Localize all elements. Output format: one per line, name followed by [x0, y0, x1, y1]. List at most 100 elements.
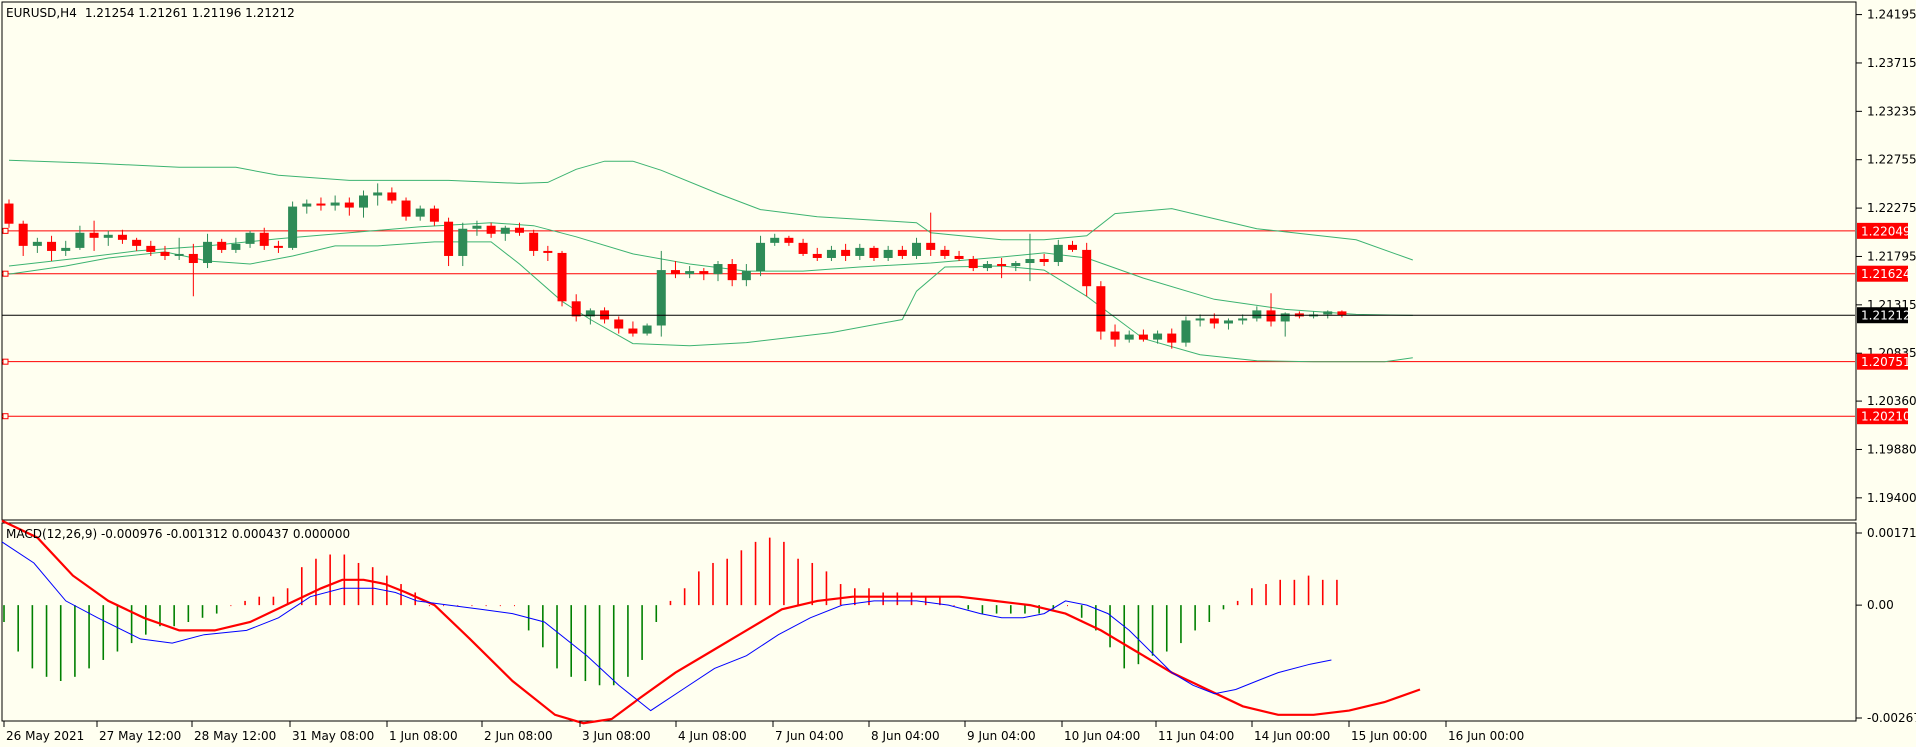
- candle-body: [1195, 318, 1205, 321]
- candle-body: [1266, 310, 1276, 322]
- candle-body: [1082, 249, 1092, 287]
- macd-axis-label: -0.002676: [1867, 711, 1916, 725]
- candle-body: [982, 264, 992, 269]
- candle-body: [401, 200, 411, 217]
- price-axis-label: 1.20360: [1867, 394, 1916, 408]
- candle-body: [926, 242, 936, 250]
- level-anchor-marker: [2, 270, 9, 277]
- candle-body: [543, 250, 553, 253]
- current-price-tag-label: 1.21212: [1861, 309, 1911, 323]
- candle-body: [259, 232, 269, 246]
- price-panel[interactable]: EURUSD,H4 1.21254 1.21261 1.21196 1.21212: [1, 1, 1857, 521]
- candle-body: [642, 325, 652, 334]
- time-axis-label: 26 May 2021: [6, 729, 84, 743]
- price-axis-label: 1.22275: [1867, 201, 1916, 215]
- time-axis-label: 4 Jun 08:00: [678, 729, 747, 743]
- candle-body: [1181, 320, 1191, 343]
- macd-panel[interactable]: MACD(12,26,9) -0.000976 -0.001312 0.0004…: [1, 519, 1857, 725]
- time-axis-label: 2 Jun 08:00: [484, 729, 553, 743]
- candle-body: [472, 225, 482, 229]
- time-axis-label: 15 Jun 00:00: [1351, 729, 1427, 743]
- candle-body: [812, 253, 822, 258]
- candle-body: [146, 245, 156, 252]
- candle-body: [685, 271, 695, 275]
- candle-body: [359, 195, 368, 208]
- level-anchor-marker: [2, 413, 9, 420]
- candle-body: [1337, 311, 1347, 316]
- candle-body: [458, 228, 468, 256]
- candle-body: [47, 241, 57, 251]
- candle-body: [132, 239, 142, 246]
- time-axis-label: 10 Jun 04:00: [1064, 729, 1140, 743]
- price-panel-frame: [1, 1, 1857, 521]
- price-panel-title: EURUSD,H4 1.21254 1.21261 1.21196 1.21212: [6, 6, 295, 20]
- candle-body: [1209, 318, 1219, 324]
- macd-axis-label: 0.00171: [1867, 526, 1916, 540]
- candle-body: [713, 264, 723, 275]
- current-price-tag: [1857, 307, 1908, 324]
- candle-body: [1068, 244, 1077, 250]
- candle-body: [188, 253, 198, 264]
- time-axis-label: 28 May 12:00: [194, 729, 276, 743]
- candle-body: [174, 253, 184, 256]
- candle-body: [288, 206, 298, 248]
- candle-body: [614, 319, 624, 329]
- candle-body: [1167, 333, 1177, 343]
- candle-body: [231, 243, 241, 250]
- candle-body: [486, 225, 496, 234]
- price-level-tags: 1.22049 1.21624 1.20751 1.20210 1.21212: [1857, 222, 1911, 425]
- candle-body: [670, 270, 680, 275]
- candle-body: [500, 227, 510, 234]
- macd-main-line: [1, 541, 1332, 712]
- level-price-tag: [1857, 222, 1908, 239]
- level-price-tag: [1857, 408, 1908, 425]
- macd-indicator-label: MACD(12,26,9) -0.000976 -0.001312 0.0004…: [6, 527, 350, 541]
- level-price-tag: [1857, 265, 1908, 282]
- candle-body: [444, 221, 454, 256]
- candle-body: [1011, 263, 1021, 267]
- bollinger-band-lower: [8, 241, 1413, 363]
- candle-body: [770, 237, 780, 243]
- candle-body: [699, 271, 709, 275]
- candle-body: [656, 270, 666, 326]
- candle-body: [117, 234, 127, 240]
- macd-axis: 0.00171 0.00 -0.002676: [1856, 526, 1916, 725]
- candle-body: [387, 192, 397, 201]
- candle-body: [912, 242, 922, 256]
- candle-body: [1280, 313, 1290, 322]
- time-axis-label: 8 Jun 04:00: [871, 729, 940, 743]
- candle-body: [1124, 334, 1134, 340]
- candle-body: [316, 203, 326, 206]
- price-axis-label: 1.24195: [1867, 8, 1916, 22]
- time-axis-label: 3 Jun 08:00: [582, 729, 651, 743]
- candle-body: [415, 208, 425, 217]
- candle-body: [855, 247, 865, 256]
- timeframe-label: H4: [60, 6, 77, 20]
- level-price-tag-label: 1.22049: [1861, 224, 1911, 238]
- candle-body: [869, 247, 879, 258]
- macd-axis-label: 0.00: [1867, 598, 1894, 612]
- level-price-tag-label: 1.20210: [1861, 410, 1911, 424]
- candle-body: [954, 255, 964, 259]
- level-price-tag-label: 1.21624: [1861, 267, 1911, 281]
- price-axis-label: 1.19880: [1867, 442, 1916, 456]
- macd-panel-frame: [1, 522, 1857, 722]
- time-axis-label: 7 Jun 04:00: [775, 729, 844, 743]
- candle-body: [756, 242, 766, 272]
- candle-body: [585, 310, 595, 317]
- macd-lines: [1, 519, 1421, 725]
- price-axis-label: 1.23715: [1867, 56, 1916, 70]
- candle-body: [302, 203, 312, 207]
- level-price-tag-label: 1.20751: [1861, 355, 1911, 369]
- time-axis-label: 31 May 08:00: [292, 729, 374, 743]
- candle-body: [897, 249, 907, 256]
- ohlc-values: 1.21254 1.21261 1.21196 1.21212: [85, 6, 295, 20]
- time-axis-label: 16 Jun 00:00: [1448, 729, 1524, 743]
- level-anchor-marker: [2, 227, 9, 234]
- candle-body: [798, 242, 808, 254]
- candle-body: [203, 241, 213, 264]
- candle-body: [75, 232, 85, 248]
- candle-body: [160, 251, 170, 256]
- time-axis-label: 14 Jun 00:00: [1254, 729, 1330, 743]
